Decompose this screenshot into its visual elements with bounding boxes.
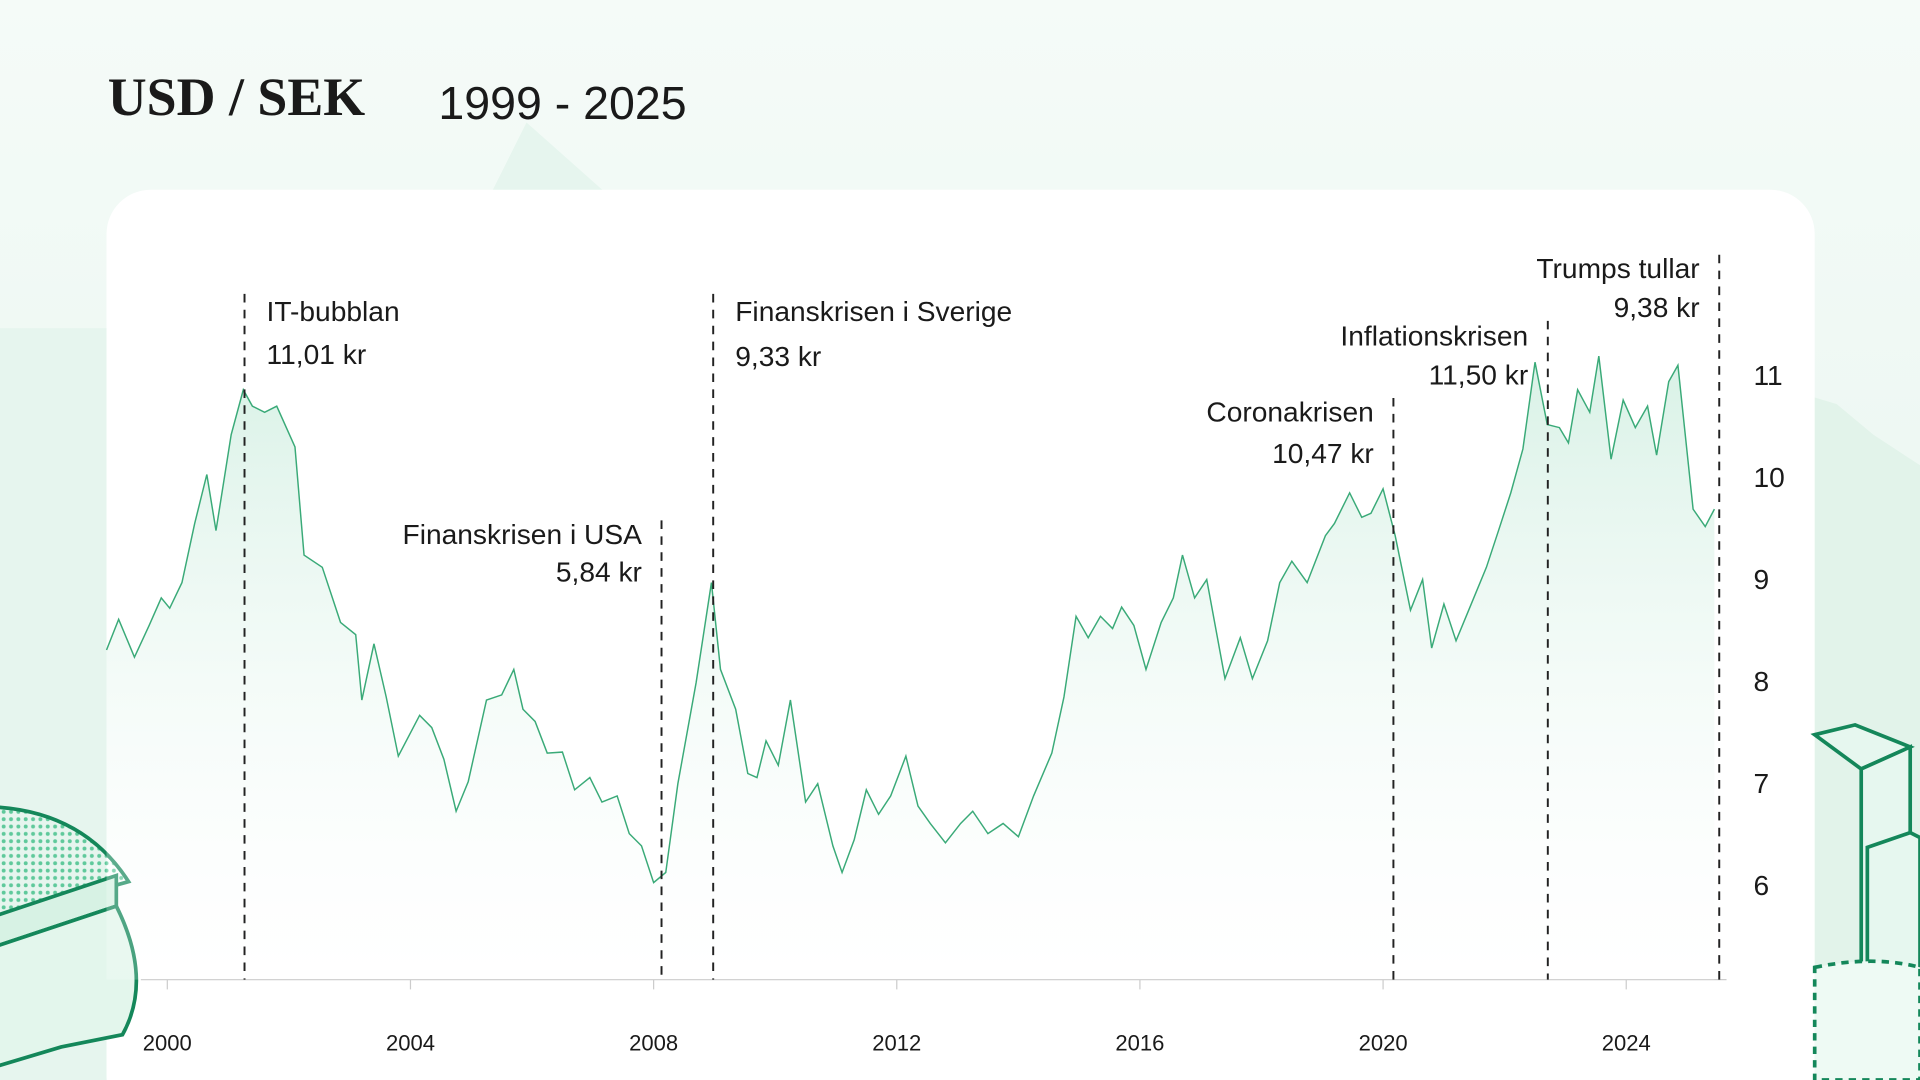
line bbox=[105, 355, 1716, 884]
y-tick-label: 8 bbox=[1753, 666, 1769, 697]
annotation-value: 9,33 kr bbox=[735, 341, 821, 372]
annotation-value: 11,50 kr bbox=[1429, 360, 1529, 391]
x-tick-label: 2020 bbox=[1359, 1030, 1408, 1055]
y-tick-label: 7 bbox=[1753, 768, 1769, 799]
annotation-label: Coronakrisen bbox=[1206, 396, 1373, 427]
x-tick-label: 2004 bbox=[386, 1030, 435, 1055]
plot: 6 7 8 9 10 11 2000 2004 2008 2012 2016 2020 2024 IT-b… bbox=[105, 253, 1785, 1055]
annotation-label: IT-bubblan bbox=[267, 296, 400, 327]
annotation-value: 5,84 kr bbox=[556, 557, 642, 588]
annotation-label: Finanskrisen i Sverige bbox=[735, 296, 1012, 327]
annotation-label: Trumps tullar bbox=[1536, 253, 1699, 284]
chart-subtitle: 1999 - 2025 bbox=[438, 77, 686, 129]
annotation-label: Finanskrisen i USA bbox=[403, 519, 643, 550]
x-tick-label: 2008 bbox=[629, 1030, 678, 1055]
y-tick-label: 10 bbox=[1753, 462, 1784, 493]
y-tick-label: 11 bbox=[1753, 360, 1782, 391]
x-tick-label: 2016 bbox=[1115, 1030, 1164, 1055]
annotation-value: 11,01 kr bbox=[267, 339, 367, 370]
x-tick-label: 2000 bbox=[143, 1030, 192, 1055]
x-tick-label: 2024 bbox=[1602, 1030, 1651, 1055]
area bbox=[106, 356, 1715, 980]
x-tick-label: 2012 bbox=[872, 1030, 921, 1055]
decor-boxes bbox=[1810, 722, 1920, 1080]
y-tick-label: 6 bbox=[1753, 870, 1769, 901]
annotation-value: 9,38 kr bbox=[1614, 292, 1700, 323]
annotation-label: Inflationskrisen bbox=[1340, 320, 1528, 351]
chart-title: USD / SEK bbox=[108, 67, 366, 127]
annotation-value: 10,47 kr bbox=[1272, 438, 1374, 469]
y-tick-label: 9 bbox=[1753, 564, 1769, 595]
